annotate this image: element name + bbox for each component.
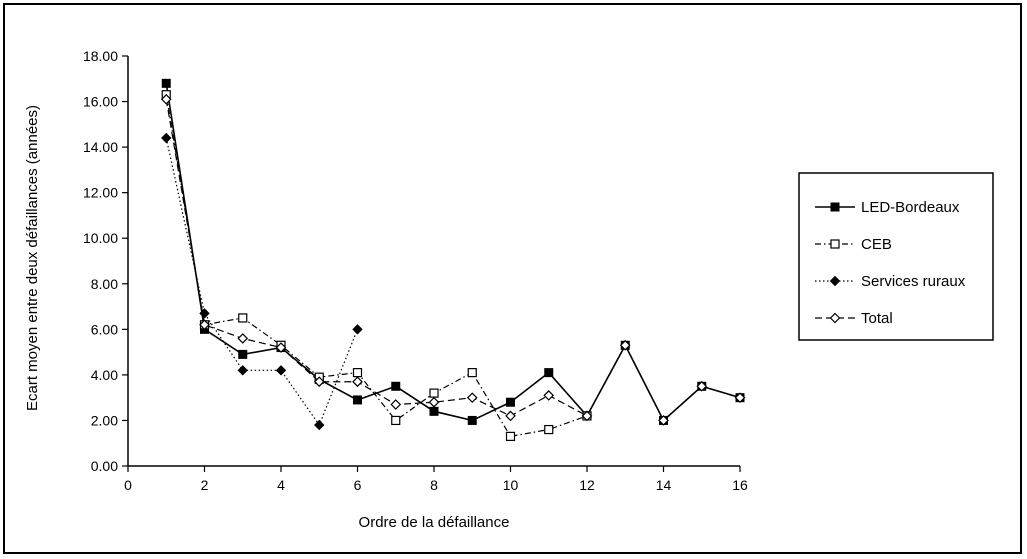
data-point [429,406,439,416]
legend-box [798,172,994,341]
data-point [238,313,248,323]
y-tick-label: 8.00 [91,276,118,292]
y-tick-label: 10.00 [83,230,118,246]
data-point [237,333,249,344]
legend-marker [829,312,841,324]
x-tick-label: 10 [503,477,519,493]
data-point [352,324,363,335]
data-point [467,368,477,378]
data-point [467,415,477,425]
data-point [428,396,440,408]
y-tick-label: 16.00 [83,94,118,110]
data-point [161,78,171,88]
data-point [238,349,248,359]
data-point [429,388,439,398]
data-point [696,380,708,392]
plot-area [160,78,746,441]
y-tick-label: 4.00 [91,367,118,383]
x-tick-label: 14 [656,477,672,493]
series-line [165,99,741,422]
x-axis-title: Ordre de la défaillance [359,514,510,531]
series-line [165,94,588,438]
axes: 0.00 2.00 4.00 6.00 8.00 10.00 12.00 14.00 16.00… [83,48,748,493]
data-point [581,410,593,422]
data-point [506,397,515,407]
data-point [544,368,554,378]
data-point [505,431,516,441]
data-point [275,342,287,353]
x-tick-label: 12 [579,477,595,493]
x-tick-label: 0 [124,477,132,493]
data-point [352,376,363,388]
y-axis-title: Ecart moyen entre deux défaillances (ann… [24,105,41,411]
y-tick-label: 0.00 [91,458,118,474]
legend-marker [830,202,840,212]
y-tick-label: 18.00 [83,48,118,64]
series-led-bordeaux [161,78,745,425]
data-point [466,392,478,404]
data-point [734,392,746,404]
data-point [391,381,401,391]
y-tick-label: 2.00 [91,412,118,428]
data-point [543,390,555,401]
data-point [161,132,172,144]
data-point [314,419,325,431]
data-point [237,365,248,376]
data-point [313,376,325,388]
data-point [353,395,362,405]
x-tick-label: 2 [201,477,209,493]
data-point [619,339,631,351]
series-services-ruraux [161,132,363,431]
data-point [275,365,287,376]
legend-label: LED-Bordeaux [861,199,960,216]
y-tick-label: 6.00 [91,321,118,337]
legend-label: Total [861,310,893,327]
data-point [391,415,401,426]
series-ceb [161,90,592,441]
x-tick-label: 16 [732,477,748,493]
data-point [544,424,554,435]
series-line [165,83,741,422]
series-total [160,93,746,426]
y-tick-label: 14.00 [83,139,118,155]
data-point [160,93,172,105]
legend-marker [830,239,840,249]
legend-label: CEB [861,236,892,253]
x-tick-label: 6 [354,477,362,493]
legend: LED-Bordeaux CEB Services ruraux Total [798,172,994,341]
x-tick-label: 8 [430,477,438,493]
data-point [505,410,516,422]
legend-marker [829,275,841,287]
data-point [199,319,210,331]
data-point [658,415,669,426]
data-point [352,368,363,378]
y-tick-label: 12.00 [83,185,118,201]
legend-label: Services ruraux [861,273,966,290]
data-point [390,399,402,410]
x-tick-label: 4 [277,477,285,493]
